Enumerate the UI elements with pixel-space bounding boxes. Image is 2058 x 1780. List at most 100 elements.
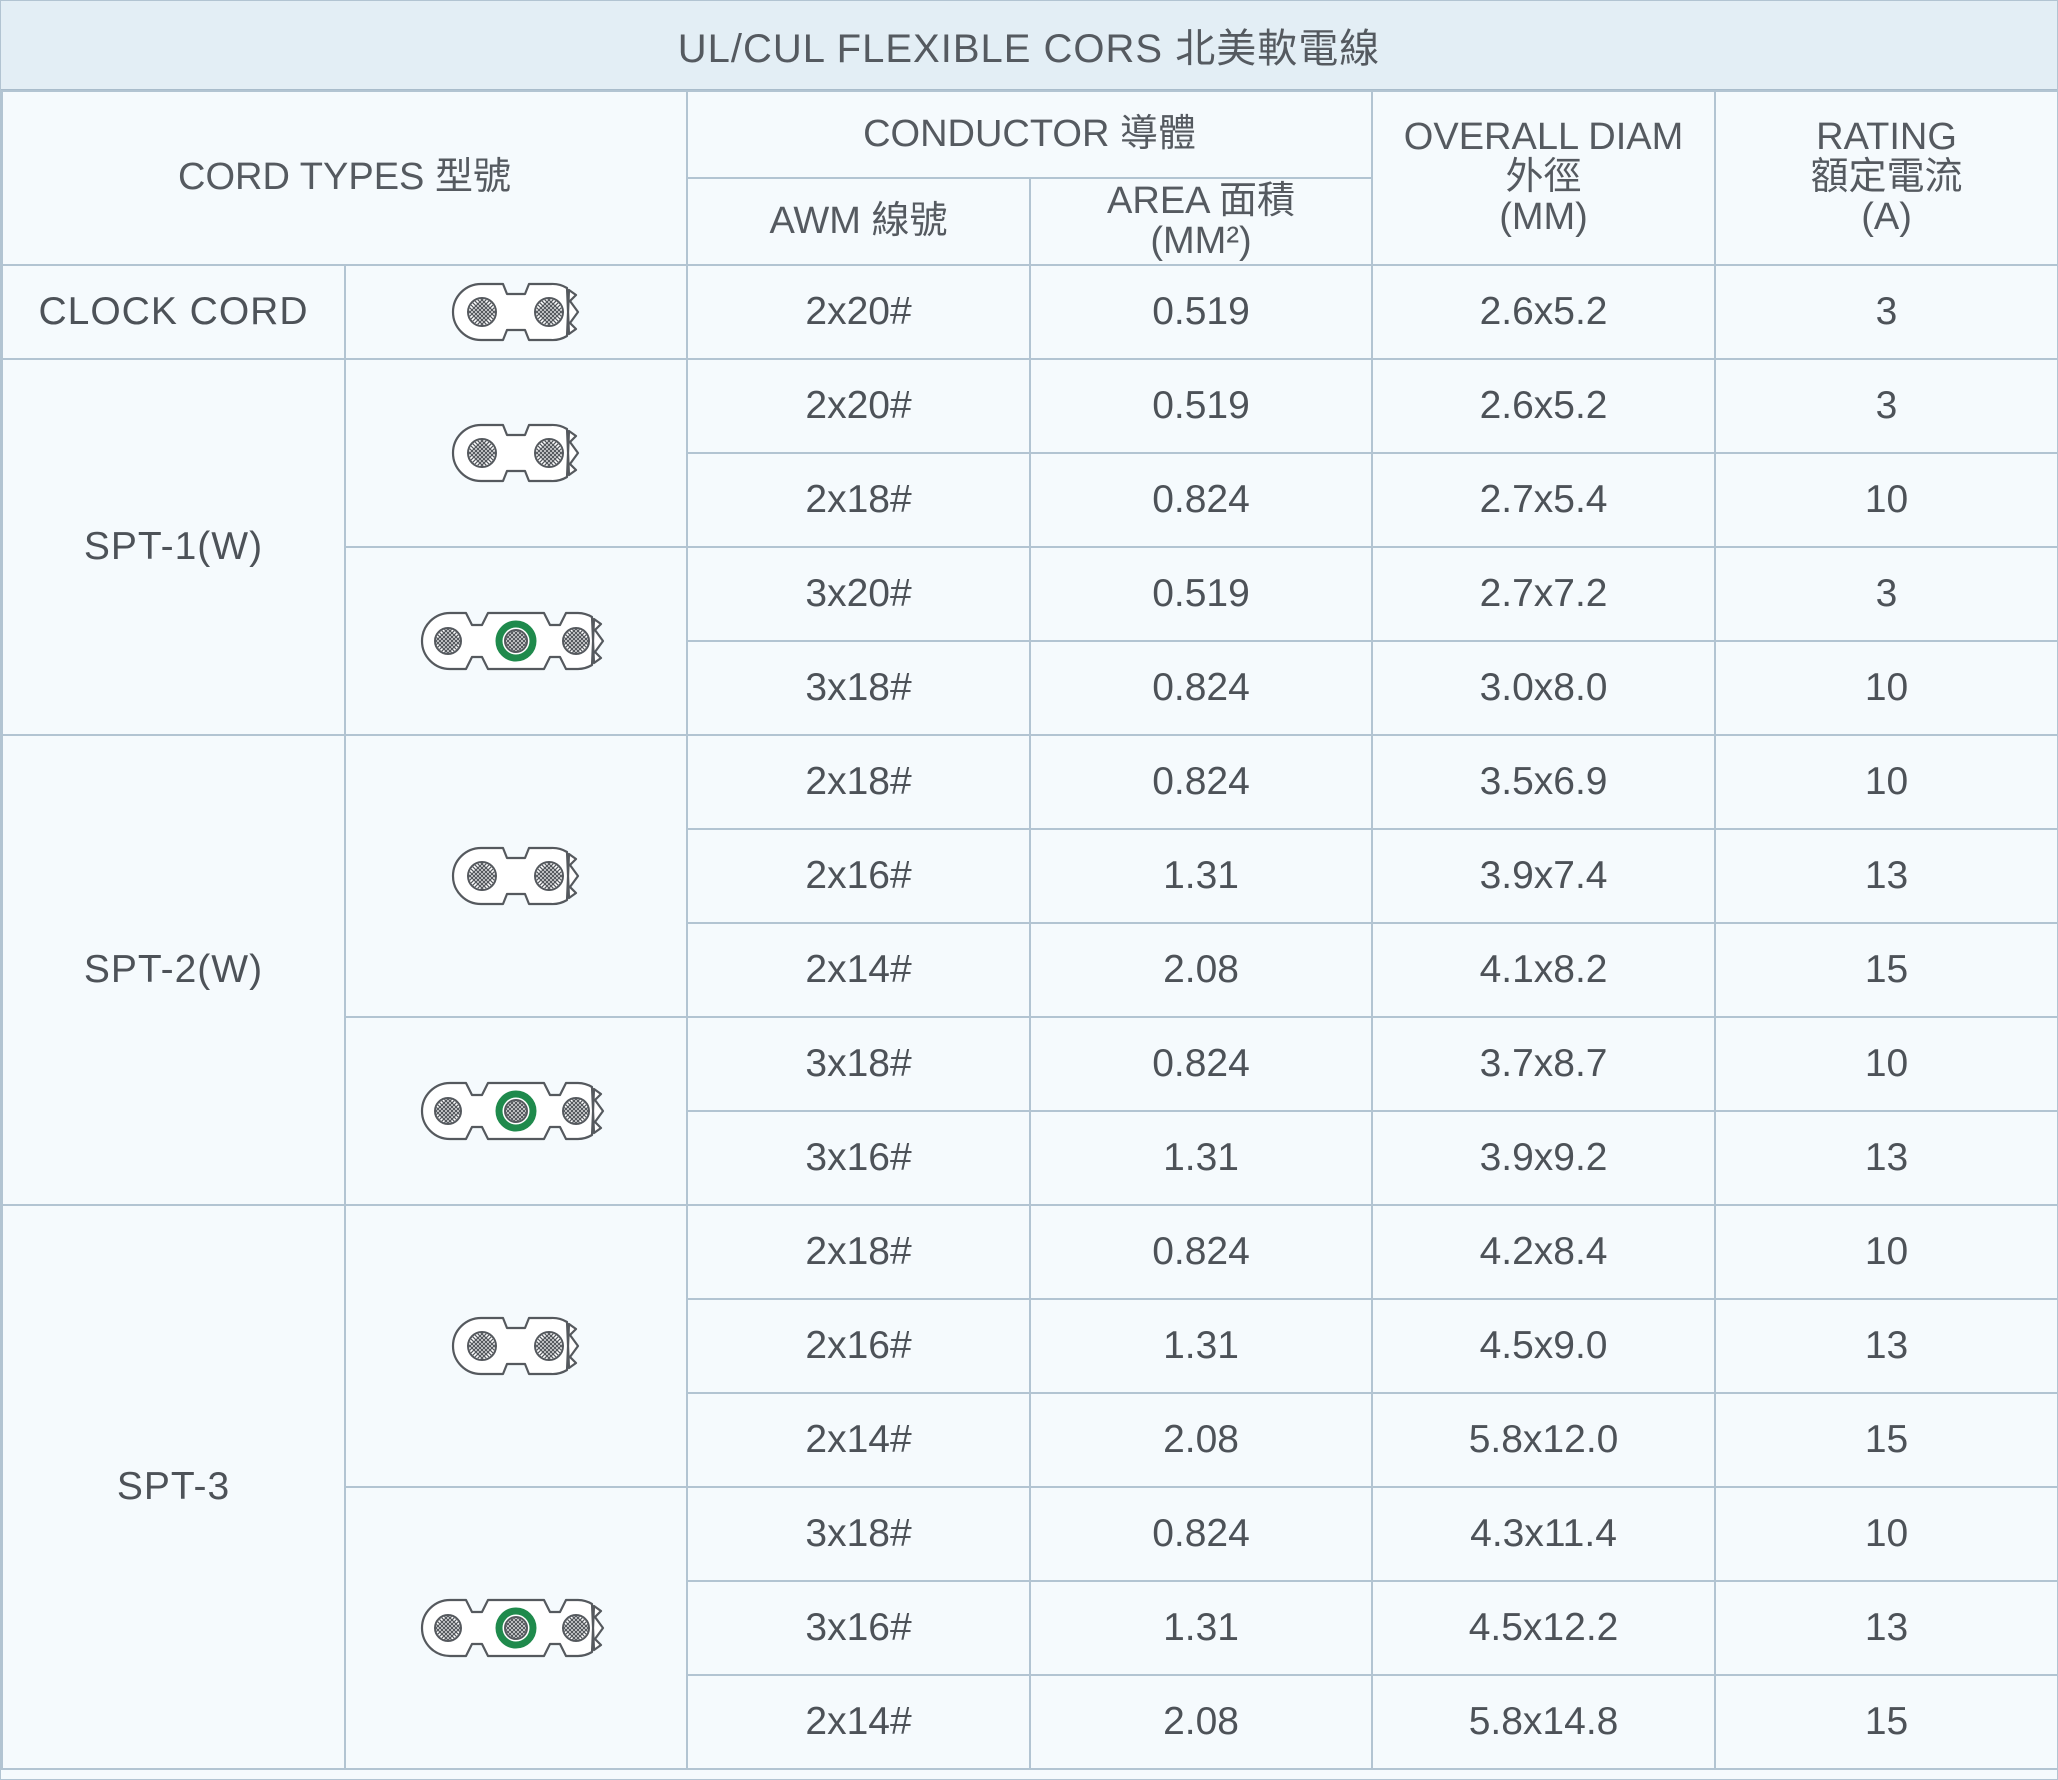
area-cell: 0.519 xyxy=(1029,264,1374,360)
conductor-1 xyxy=(467,1331,497,1361)
cord-cross-section-cell xyxy=(343,358,689,548)
header-rating-line2: 額定電流 xyxy=(1810,156,1963,199)
table-row: 2x14# 2.08 5.8x14.8 15 xyxy=(2,1674,2058,1770)
conductor-2 xyxy=(534,438,564,468)
area-cell: 2.08 xyxy=(1029,1674,1374,1770)
diam-cell: 2.6x5.2 xyxy=(1371,264,1717,360)
area-cell: 0.824 xyxy=(1029,734,1374,830)
area-cell: 1.31 xyxy=(1029,1110,1374,1206)
diam-cell: 4.5x12.2 xyxy=(1371,1580,1717,1676)
header-awm: AWM 線號 xyxy=(686,177,1032,266)
rating-cell: 10 xyxy=(1714,452,2058,548)
rating-cell: 3 xyxy=(1714,264,2058,360)
diam-cell: 3.0x8.0 xyxy=(1371,640,1717,736)
rating-cell: 13 xyxy=(1714,1580,2058,1676)
area-cell: 0.824 xyxy=(1029,1016,1374,1112)
table-row: 3x18# 0.824 3.7x8.7 10 xyxy=(2,1016,2058,1206)
diam-cell: 3.9x9.2 xyxy=(1371,1110,1717,1206)
rating-cell: 15 xyxy=(1714,922,2058,1018)
diam-cell: 4.3x11.4 xyxy=(1371,1486,1717,1582)
diam-cell: 2.7x7.2 xyxy=(1371,546,1717,642)
conductor-1 xyxy=(434,1097,462,1125)
cord-cross-section-cell xyxy=(343,1016,689,1206)
rating-cell: 13 xyxy=(1714,1110,2058,1206)
three-conductor-cord-icon xyxy=(420,1598,605,1658)
cord-type-label: SPT-2(W) xyxy=(1,734,346,1206)
three-conductor-cord-icon xyxy=(420,611,605,671)
conductor-1 xyxy=(434,1614,462,1642)
awm-cell: 2x16# xyxy=(686,828,1032,924)
area-cell: 0.519 xyxy=(1029,358,1374,454)
conductor-2 xyxy=(534,1331,564,1361)
ground-conductor xyxy=(504,1099,528,1123)
area-cell: 1.31 xyxy=(1029,1580,1374,1676)
table-row: 3x16# 1.31 4.5x12.2 13 xyxy=(2,1580,2058,1676)
area-cell: 0.519 xyxy=(1029,546,1374,642)
awm-cell: 3x18# xyxy=(686,1486,1032,1582)
two-conductor-cord-icon xyxy=(451,1316,580,1376)
ground-conductor xyxy=(504,629,528,653)
two-conductor-cord-icon xyxy=(451,423,580,483)
three-conductor-cord-icon xyxy=(420,1081,605,1141)
cord-cross-section-cell xyxy=(343,546,689,736)
header-rating-line1: RATING xyxy=(1816,116,1957,159)
awm-cell: 2x14# xyxy=(686,922,1032,1018)
awm-cell: 2x14# xyxy=(686,1674,1032,1770)
conductor-1 xyxy=(467,297,497,327)
table-body: CLOCK CORD 2x20# 0.519 2.6x5.2 3 SPT-1(W) 2x20… xyxy=(1,264,2058,1770)
cord-cross-section-cell xyxy=(343,1204,689,1488)
ground-conductor-ring xyxy=(495,1090,537,1132)
table-row: 3x16# 1.31 3.9x9.2 13 xyxy=(2,1110,2058,1206)
awm-cell: 3x20# xyxy=(686,546,1032,642)
conductor-3 xyxy=(562,1097,590,1125)
header-area-line1: AREA 面積 xyxy=(1107,179,1295,222)
rating-cell: 3 xyxy=(1714,358,2058,454)
table-row: SPT-2(W) 2x18# 0.824 3.5x6.9 10 xyxy=(1,734,2058,1206)
table-row: 2x18# 0.824 2.7x5.4 10 xyxy=(2,452,2058,548)
conductor-2 xyxy=(534,861,564,891)
two-conductor-cord-icon xyxy=(451,846,580,906)
diam-cell: 4.2x8.4 xyxy=(1371,1204,1717,1300)
header-rating: RATING 額定電流 (A) xyxy=(1714,90,2058,266)
cord-spec-table: CORD TYPES 型號 CONDUCTOR 導體 OVERALL DIAM … xyxy=(0,90,2058,1770)
awm-cell: 3x16# xyxy=(686,1110,1032,1206)
rating-cell: 13 xyxy=(1714,828,2058,924)
cord-cross-section-cell xyxy=(343,734,689,1018)
awm-cell: 3x18# xyxy=(686,640,1032,736)
awm-cell: 2x16# xyxy=(686,1298,1032,1394)
diam-cell: 3.7x8.7 xyxy=(1371,1016,1717,1112)
rating-cell: 15 xyxy=(1714,1392,2058,1488)
rating-cell: 10 xyxy=(1714,640,2058,736)
cord-cross-section-cell xyxy=(343,264,689,360)
table-row: 3x18# 0.824 3.0x8.0 10 xyxy=(2,640,2058,736)
conductor-1 xyxy=(434,627,462,655)
page-title: UL/CUL FLEXIBLE CORS 北美軟電線 xyxy=(1,1,2057,91)
rating-cell: 15 xyxy=(1714,1674,2058,1770)
awm-cell: 2x18# xyxy=(686,734,1032,830)
diam-cell: 2.7x5.4 xyxy=(1371,452,1717,548)
rating-cell: 10 xyxy=(1714,1204,2058,1300)
header-cord-types: CORD TYPES 型號 xyxy=(0,90,689,266)
table-row: SPT-3 2x18# 0.824 4.2x8.4 10 xyxy=(1,1204,2058,1770)
area-cell: 1.31 xyxy=(1029,1298,1374,1394)
area-cell: 0.824 xyxy=(1029,1486,1374,1582)
rating-cell: 10 xyxy=(1714,1016,2058,1112)
table-row: 2x14# 2.08 5.8x12.0 15 xyxy=(2,1392,2058,1488)
area-cell: 2.08 xyxy=(1029,1392,1374,1488)
diam-cell: 4.1x8.2 xyxy=(1371,922,1717,1018)
awm-cell: 2x20# xyxy=(686,264,1032,360)
table-row: 2x14# 2.08 4.1x8.2 15 xyxy=(2,922,2058,1018)
area-cell: 1.31 xyxy=(1029,828,1374,924)
rating-cell: 13 xyxy=(1714,1298,2058,1394)
awm-cell: 2x14# xyxy=(686,1392,1032,1488)
header-diam-line3: (MM) xyxy=(1499,195,1588,238)
table-row: SPT-1(W) 2x20# 0.519 2.6x5.2 3 xyxy=(1,358,2058,736)
header-diam-line1: OVERALL DIAM xyxy=(1403,116,1684,159)
table-row: 2x16# 1.31 3.9x7.4 13 xyxy=(2,828,2058,924)
cord-cross-section-cell xyxy=(343,1486,689,1770)
rating-cell: 3 xyxy=(1714,546,2058,642)
conductor-2 xyxy=(534,297,564,327)
table-row: 3x20# 0.519 2.7x7.2 3 xyxy=(2,546,2058,736)
diam-cell: 3.9x7.4 xyxy=(1371,828,1717,924)
